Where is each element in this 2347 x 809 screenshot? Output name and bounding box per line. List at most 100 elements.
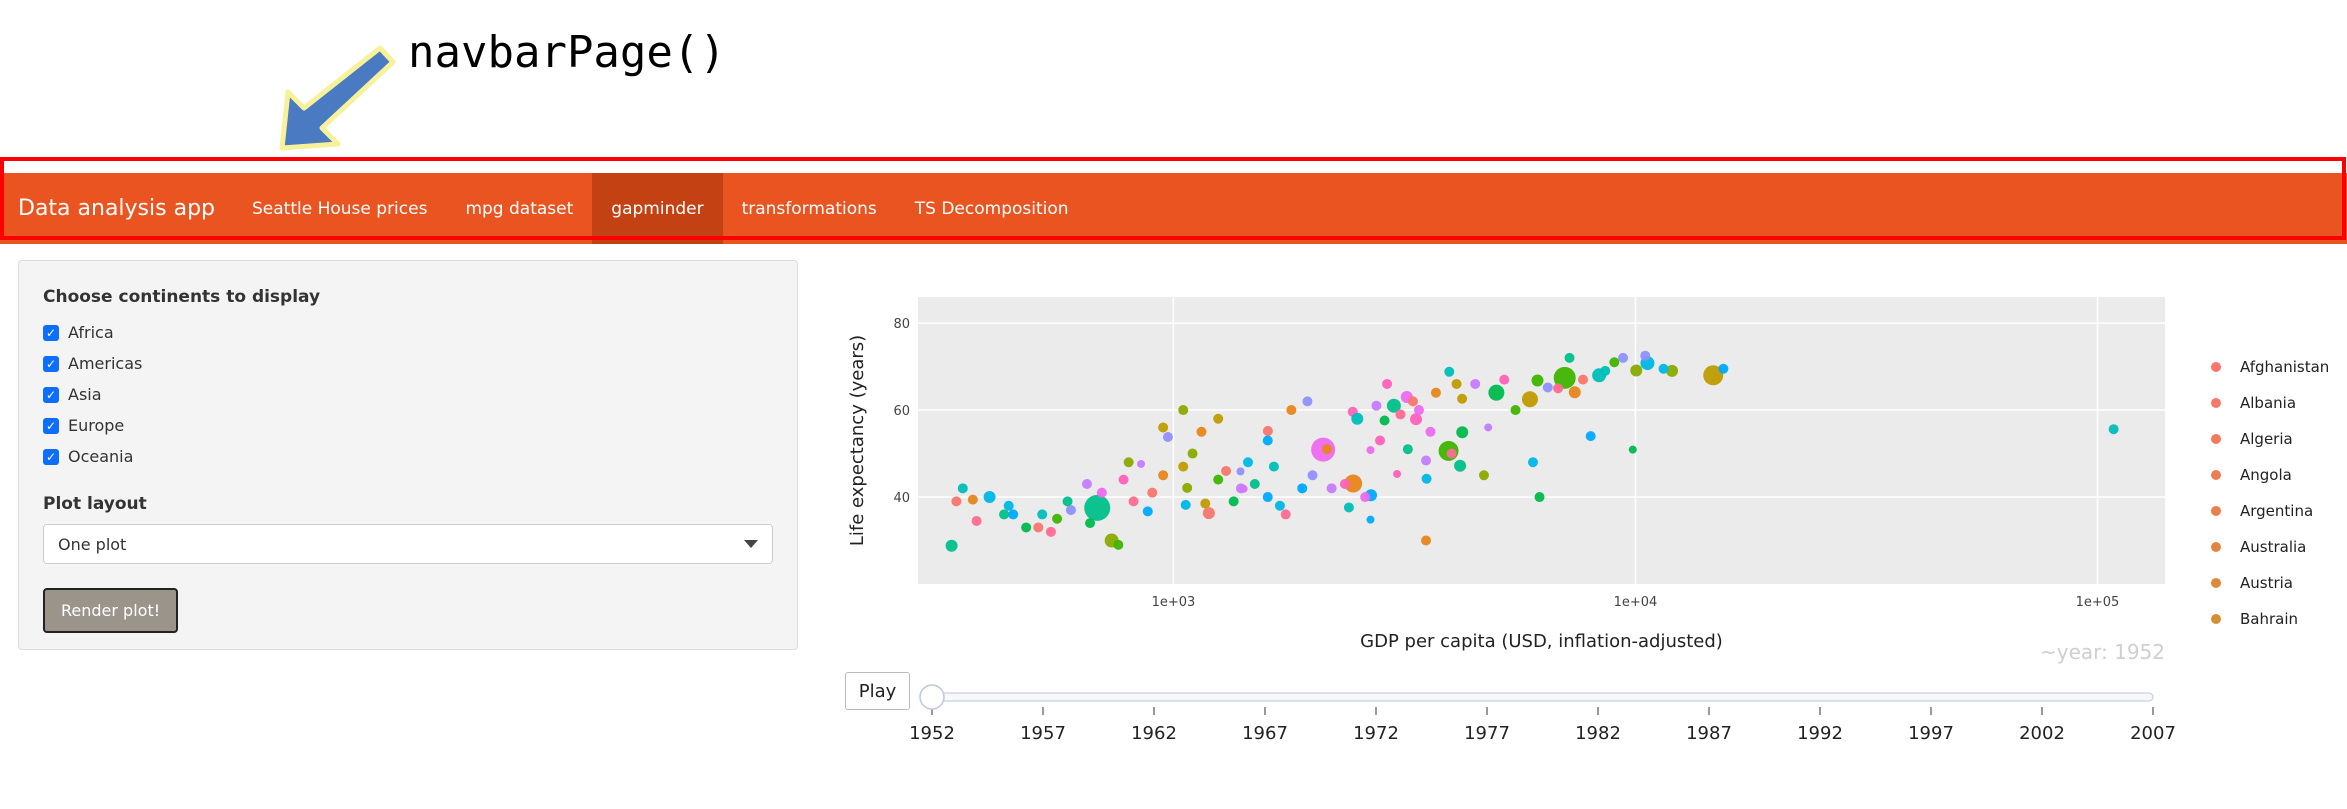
data-point [1297, 483, 1308, 494]
data-point [1085, 518, 1096, 529]
checkbox-checked-icon[interactable]: ✓ [43, 448, 59, 465]
checkbox-checked-icon[interactable]: ✓ [43, 355, 59, 372]
data-point [983, 491, 996, 504]
data-point [1446, 448, 1457, 459]
data-point [1451, 378, 1462, 389]
data-point [1666, 364, 1679, 377]
y-tick-label: 60 [893, 404, 910, 419]
data-point [1344, 474, 1363, 493]
data-point [1037, 509, 1048, 520]
navbar-brand[interactable]: Data analysis app [18, 196, 216, 221]
data-point [1236, 467, 1245, 476]
data-point [1187, 448, 1198, 459]
data-point [1202, 507, 1215, 520]
data-point [1221, 465, 1232, 476]
data-point [1382, 378, 1393, 389]
legend-entry: Albania [2240, 394, 2296, 412]
slider-year-label: 1997 [1908, 723, 1954, 744]
checkbox-oceania[interactable]: ✓ Oceania [43, 441, 773, 472]
data-point [1113, 539, 1124, 550]
legend-entry: Bahrain [2240, 610, 2298, 628]
data-point [1021, 522, 1032, 533]
legend-marker [2211, 542, 2221, 552]
data-point [1488, 384, 1505, 401]
slider-year-label: 1972 [1353, 723, 1399, 744]
data-point [1407, 396, 1418, 407]
data-point [1640, 350, 1651, 361]
checkbox-checked-icon[interactable]: ✓ [43, 417, 59, 434]
data-point [1553, 366, 1576, 389]
y-axis-label: Life expectancy (years) [847, 335, 868, 546]
data-point [999, 509, 1010, 520]
checkbox-asia[interactable]: ✓ Asia [43, 379, 773, 410]
data-point [1630, 364, 1643, 377]
data-point [1008, 509, 1019, 520]
data-point [1421, 455, 1432, 466]
slider-year-label: 1967 [1242, 723, 1288, 744]
data-point [1478, 470, 1489, 481]
data-point [1553, 383, 1564, 394]
tab-gapminder[interactable]: gapminder [592, 173, 723, 244]
tab-mpg-dataset[interactable]: mpg dataset [465, 198, 574, 219]
data-point [1003, 500, 1014, 511]
x-tick-label: 1e+03 [1152, 595, 1196, 610]
data-point [1142, 506, 1153, 517]
slider-year-label: 1957 [1020, 723, 1066, 744]
checkbox-checked-icon[interactable]: ✓ [43, 386, 59, 403]
data-point [1268, 461, 1279, 472]
data-point [1628, 445, 1637, 454]
data-point [957, 483, 968, 494]
data-point [1430, 387, 1441, 398]
checkbox-americas[interactable]: ✓ Americas [43, 348, 773, 379]
gapminder-scatter-chart[interactable]: 1e+03 1e+04 1e+05 40 60 80 GDP per capita (USD… [840, 285, 2347, 765]
data-point [1084, 494, 1111, 521]
data-point [1454, 459, 1467, 472]
sidebar-panel: Choose continents to display ✓ Africa ✓ Am… [18, 260, 798, 650]
slider-year-label: 1952 [909, 723, 955, 744]
data-point [1158, 422, 1169, 433]
data-point [1322, 444, 1333, 455]
slider-year-label: 1982 [1575, 723, 1621, 744]
annotation-title: navbarPage() [408, 27, 726, 78]
checkbox-label: Asia [68, 385, 102, 404]
data-point [1182, 482, 1193, 493]
data-point [1413, 405, 1424, 416]
tab-ts-decomposition[interactable]: TS Decomposition [914, 198, 1069, 219]
legend-marker [2211, 434, 2221, 444]
render-plot-button[interactable]: Render plot! [43, 588, 179, 633]
data-point [1393, 469, 1402, 478]
data-point [967, 494, 978, 505]
plot-layout-select[interactable]: One plot [43, 524, 773, 564]
data-point [1262, 425, 1273, 436]
legend-marker [2211, 470, 2221, 480]
checkbox-africa[interactable]: ✓ Africa [43, 317, 773, 348]
navbar: Data analysis app Seattle House prices m… [0, 173, 2347, 244]
data-point [1456, 426, 1469, 439]
data-point [1402, 444, 1413, 455]
data-point [1339, 478, 1350, 489]
legend-entry: Austria [2240, 574, 2293, 592]
data-point [1609, 357, 1620, 368]
data-point [1228, 496, 1239, 507]
checkbox-europe[interactable]: ✓ Europe [43, 410, 773, 441]
data-point [1600, 365, 1611, 376]
data-point [1262, 435, 1273, 446]
play-button[interactable]: Play [845, 672, 910, 710]
tab-seattle-house-prices[interactable]: Seattle House prices [252, 198, 428, 219]
data-point [1242, 457, 1253, 468]
checkbox-checked-icon[interactable]: ✓ [43, 324, 59, 341]
y-tick-label: 40 [893, 491, 910, 506]
slider-handle[interactable] [919, 684, 945, 710]
tab-transformations[interactable]: transformations [741, 198, 877, 219]
data-point [1262, 492, 1273, 503]
x-axis-label: GDP per capita (USD, inflation-adjusted) [1360, 631, 1723, 652]
data-point [1421, 535, 1432, 546]
legend-marker [2211, 614, 2221, 624]
data-point [1425, 426, 1436, 437]
data-point [1379, 415, 1390, 426]
data-point [1178, 405, 1189, 416]
data-point [1302, 396, 1313, 407]
data-point [1351, 412, 1364, 425]
data-point [1484, 423, 1493, 432]
x-tick-label: 1e+04 [1614, 595, 1658, 610]
